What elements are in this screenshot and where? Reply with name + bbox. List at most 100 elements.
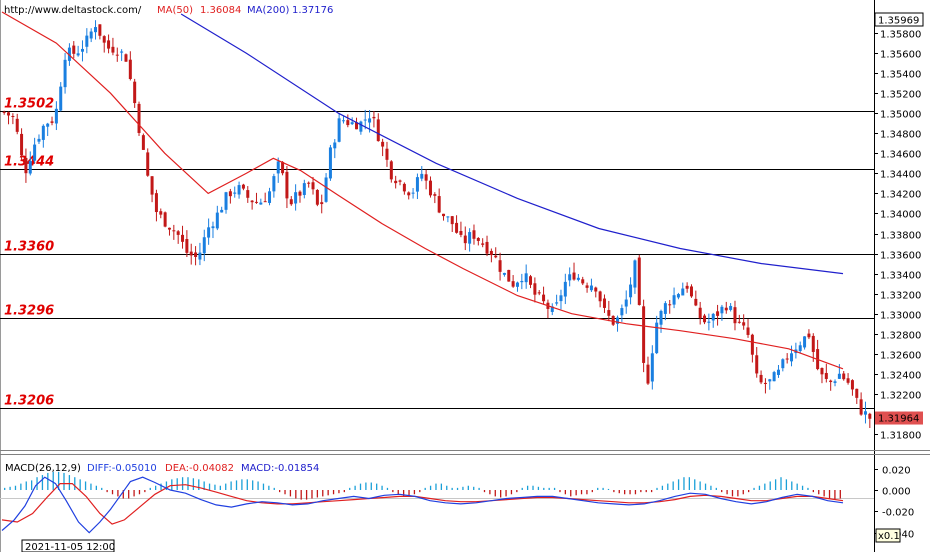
candle-body [372,116,376,119]
price-tick-label: 1.35800 [880,30,921,41]
current-price: 1.35969 [878,16,919,27]
candle-body [41,125,45,140]
candle-body [194,252,198,257]
level-label: 1.3206 [4,394,54,409]
price-tick-label: 1.33800 [880,231,921,242]
candle-body [202,237,206,254]
macd-tick-label: 0.000 [882,487,911,498]
candle-body [59,86,63,111]
macd-plot[interactable] [0,471,874,534]
candle-body [359,121,363,132]
candle-body [350,122,354,125]
candle-body [850,380,854,390]
ma200-label: MA(200) [247,5,289,16]
candle-body [268,191,272,203]
price-tick-label: 1.34600 [880,150,921,161]
candle-body [437,196,441,213]
candle-body [346,120,350,126]
candle-body [655,322,659,354]
macd-title: MACD(26,12,9) [5,463,81,474]
candle-body [124,54,128,62]
candle-body [324,177,328,202]
candle-body [637,257,641,305]
candle-body [159,211,163,215]
candle-body [494,255,498,258]
candle-body [128,59,132,79]
candle-body [772,372,776,382]
candle-body [633,260,637,288]
candle-body [407,192,411,196]
price-tick-label: 1.33400 [880,271,921,282]
candle-body [315,189,319,205]
candle-body [468,232,472,244]
candle-body [463,235,467,244]
candle-body [424,174,428,181]
candle-body [402,183,406,192]
candle-body [842,373,846,380]
candle-body [594,287,598,292]
candle-body [703,315,707,323]
candle-body [707,321,711,323]
candle-body [642,306,646,363]
candle-body [598,291,602,302]
candle-body [824,372,828,379]
candle-body [72,45,76,54]
level-label: 1.3502 [4,97,54,112]
candle-body [811,335,815,352]
site-url: http://www.deltastock.com/ [4,5,142,16]
candle-body [328,147,332,179]
candle-body [602,298,606,308]
price-tick-label: 1.35600 [880,50,921,61]
diff-line [1,476,844,534]
candle-body [102,36,106,43]
candle-body [629,284,633,298]
candle-body [476,237,480,241]
candle-body [337,118,341,142]
zoom-button[interactable] [875,528,901,543]
candle-body [520,280,524,283]
candle-body [624,299,628,307]
ma200-value: 1.37176 [292,5,333,16]
candle-body [333,142,337,149]
candle-body [576,277,580,280]
candle-body [589,285,593,291]
candle-body [11,116,15,118]
candle-body [154,193,158,213]
candle-body [80,48,84,52]
candle-body [698,307,702,319]
candle-body [107,40,111,49]
candle-body [433,194,437,196]
ma200-line [180,13,844,275]
candle-body [833,381,837,383]
macd-diff-value: DIFF:-0.05010 [87,463,157,474]
macd-tick-label: -0.020 [882,508,914,519]
candle-body [807,333,811,338]
candle-body [498,260,502,272]
candle-body [246,190,250,198]
candle-body [181,234,185,242]
candle-body [24,157,28,174]
candle-body [263,201,267,203]
macd-histogram [4,471,841,500]
candle-body [485,241,489,254]
candle-body [481,243,485,245]
candle-body [120,51,124,53]
candle-body [459,231,463,235]
candle-body [581,279,585,284]
date-label: 2021-11-05 12:00 [25,542,115,552]
candle-body [681,288,685,296]
candle-body [672,295,676,305]
candle-body [172,230,176,232]
candle-body [616,317,620,324]
candle-body [285,171,289,199]
price-tick-label: 1.32600 [880,351,921,362]
price-tick-label: 1.33000 [880,311,921,322]
candle-body [533,283,537,295]
candle-body [455,222,459,233]
candle-body [50,121,54,123]
candle-body [241,184,245,189]
candle-body [428,180,432,196]
candle-body [837,373,841,379]
